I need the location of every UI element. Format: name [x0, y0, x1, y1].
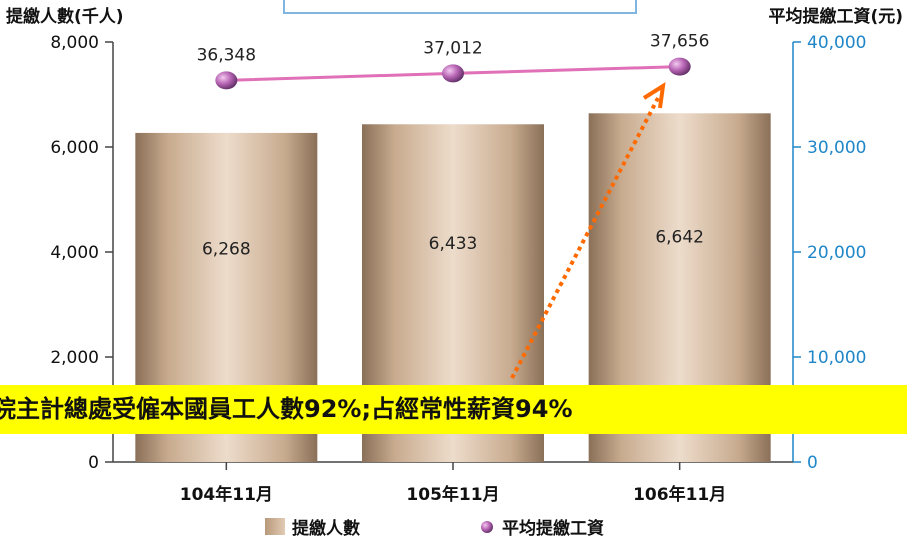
left-tick-label: 8,000	[50, 33, 99, 53]
line-point	[668, 57, 691, 76]
line-point	[215, 71, 238, 90]
right-axis-title: 平均提繳工資(元)	[768, 6, 903, 27]
x-tick-label: 106年11月	[633, 484, 726, 505]
left-tick-label: 6,000	[50, 138, 99, 158]
highlight-banner: 院主計總處受僱本國員工人數92%;占經常性薪資94%	[0, 385, 907, 434]
title-frame	[283, 0, 637, 14]
legend-line-label: 平均提繳工資	[502, 518, 604, 539]
legend-bar-swatch	[265, 518, 285, 535]
line-point	[442, 64, 464, 83]
bar-value-label: 6,642	[655, 227, 704, 247]
left-tick-label: 0	[88, 453, 99, 473]
right-tick-label: 30,000	[807, 138, 866, 158]
right-tick-label: 20,000	[807, 243, 866, 263]
bar-value-label: 6,268	[202, 240, 251, 260]
bar-value-label: 6,433	[429, 234, 478, 254]
legend: 提繳人數 平均提繳工資	[265, 518, 604, 539]
line-point-label: 37,012	[423, 38, 482, 58]
line-point-label: 36,348	[197, 45, 256, 65]
legend-line-swatch	[481, 521, 493, 533]
x-tick-label: 105年11月	[406, 484, 499, 505]
highlight-arrow	[510, 82, 666, 379]
right-tick-label: 40,000	[807, 33, 866, 53]
legend-bar-label: 提繳人數	[292, 518, 360, 539]
left-axis-title: 提繳人數(千人)	[6, 6, 124, 27]
line-point-label: 37,656	[650, 32, 709, 52]
x-tick-label: 104年11月	[180, 484, 273, 505]
right-tick-label: 10,000	[807, 348, 866, 368]
right-tick-label: 0	[807, 453, 818, 473]
left-tick-label: 4,000	[50, 243, 99, 263]
left-tick-label: 2,000	[50, 348, 99, 368]
